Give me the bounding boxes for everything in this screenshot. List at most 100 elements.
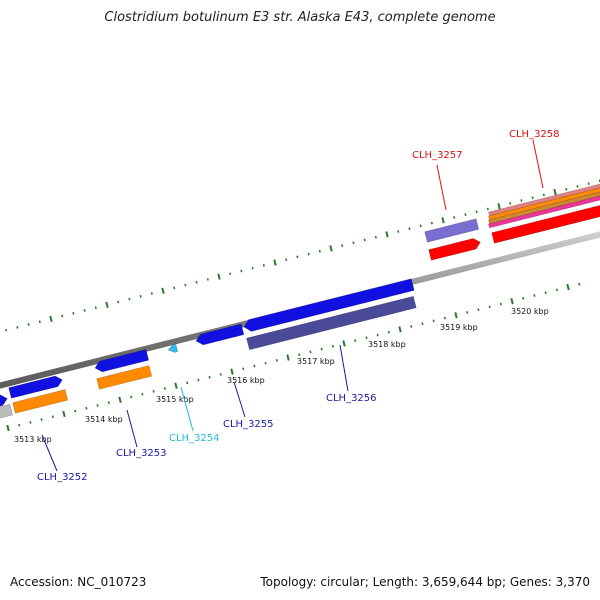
tick-mark	[230, 368, 234, 375]
gene-label-clh-3257[interactable]: CLH_3257	[412, 150, 463, 161]
tick-mark	[229, 272, 232, 276]
tick-mark	[150, 292, 153, 295]
kbp-label: 3519 kbp	[440, 323, 478, 332]
gene-leaders	[41, 139, 544, 472]
tick-mark	[251, 266, 254, 270]
tick-mark	[419, 224, 422, 228]
tick-mark	[576, 185, 579, 188]
tick-mark	[275, 359, 278, 362]
tick-mark	[128, 297, 131, 301]
tick-mark	[432, 319, 435, 323]
tick-mark	[486, 207, 489, 211]
tick-mark	[6, 424, 10, 432]
tick-mark	[331, 344, 334, 348]
gene-arrow-clh-3252	[8, 375, 63, 399]
gene-arrow-clh-3253	[94, 349, 150, 373]
tick-mark	[240, 269, 243, 273]
kbp-label: 3516 kbp	[227, 376, 265, 385]
tick-mark	[387, 330, 390, 334]
tick-mark	[499, 302, 502, 306]
tick-mark	[385, 231, 389, 238]
gene-arrow-clh-3254	[167, 343, 179, 353]
tick-mark	[27, 323, 30, 326]
tick-mark	[51, 415, 54, 419]
gene-arrow-clh-3255	[195, 323, 245, 346]
tick-mark	[197, 378, 200, 382]
gene-band-navy	[246, 295, 417, 351]
tick-mark	[320, 347, 323, 351]
gene-band	[488, 191, 600, 225]
tick-track-upper	[5, 179, 600, 332]
tick-mark	[533, 294, 536, 297]
tick-mark	[186, 381, 189, 385]
tick-mark	[296, 255, 299, 259]
gene-band-orange	[96, 365, 153, 390]
tick-mark	[18, 423, 21, 427]
tick-mark	[464, 213, 467, 216]
accession-text: Accession: NC_010723	[10, 575, 147, 589]
tick-mark	[253, 364, 256, 368]
gene-label-clh-3253[interactable]: CLH_3253	[116, 448, 167, 459]
tick-mark	[329, 245, 333, 252]
topology-text: Topology: circular; Length: 3,659,644 bp…	[260, 575, 590, 589]
tick-mark	[72, 311, 75, 315]
gene-label-clh-3255[interactable]: CLH_3255	[223, 419, 274, 430]
tick-mark	[141, 392, 144, 396]
tick-mark	[397, 230, 400, 233]
tick-mark	[354, 339, 357, 342]
tick-mark	[454, 312, 458, 319]
tick-mark	[29, 421, 32, 424]
tick-mark	[421, 322, 424, 326]
kbp-label: 3518 kbp	[368, 340, 406, 349]
feature-track	[0, 183, 600, 419]
tick-mark	[206, 278, 209, 281]
tick-mark	[74, 409, 77, 413]
kbp-label: 3514 kbp	[85, 415, 123, 424]
tick-mark	[475, 210, 478, 214]
tick-mark	[587, 182, 590, 185]
tick-mark	[285, 258, 288, 262]
tick-mark	[441, 217, 445, 224]
tick-mark	[117, 300, 120, 304]
kbp-label: 3513 kbp	[14, 435, 52, 444]
tick-mark	[544, 291, 547, 295]
tick-mark	[62, 410, 66, 418]
tick-mark	[208, 375, 211, 379]
tick-mark	[352, 241, 355, 245]
tick-mark	[85, 406, 88, 410]
tick-mark	[61, 314, 64, 318]
gene-label-clh-3256[interactable]: CLH_3256	[326, 393, 377, 404]
tick-mark	[273, 259, 277, 266]
genome-title: Clostridium botulinum E3 str. Alaska E43…	[104, 10, 496, 25]
tick-mark	[341, 244, 344, 247]
tick-mark	[195, 280, 198, 284]
tick-mark	[566, 283, 570, 291]
tick-mark	[509, 201, 512, 205]
tick-mark	[298, 353, 301, 357]
tick-mark	[16, 326, 19, 329]
gene-arrow	[0, 394, 8, 407]
tick-track-lower	[6, 282, 581, 432]
gene-band	[488, 183, 600, 217]
gene-arrow-clh-3257	[428, 238, 481, 261]
tick-mark	[497, 203, 501, 210]
gene-label-clh-3254[interactable]: CLH_3254	[169, 433, 220, 444]
gene-label-clh-3258[interactable]: CLH_3258	[509, 129, 560, 140]
tick-mark	[309, 350, 312, 354]
tick-mark	[488, 305, 491, 309]
kbp-label: 3515 kbp	[156, 395, 194, 404]
tick-mark	[578, 282, 581, 286]
tick-mark	[242, 367, 245, 371]
gene-arrow-clh-3256	[243, 278, 415, 332]
tick-mark	[163, 387, 166, 390]
tick-mark	[542, 193, 545, 197]
tick-mark	[365, 336, 368, 340]
tick-mark	[565, 187, 568, 191]
gene-band	[488, 195, 600, 229]
gene-label-clh-3252[interactable]: CLH_3252	[37, 472, 88, 483]
tick-mark	[342, 340, 346, 347]
tick-mark	[318, 249, 321, 253]
kbp-label: 3517 kbp	[297, 357, 335, 366]
tick-mark	[531, 196, 534, 200]
